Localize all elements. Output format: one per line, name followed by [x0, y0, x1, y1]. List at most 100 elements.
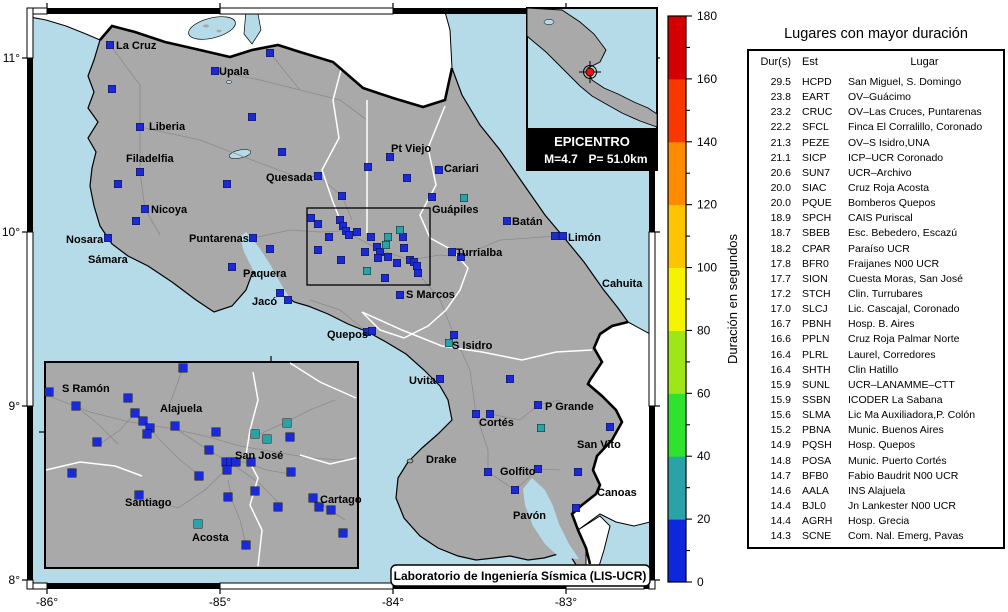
- table-row: 15.2 PBNA Munic. Buenos Aires: [755, 423, 1001, 438]
- small-lake: [226, 80, 232, 84]
- inset-lake: [543, 19, 555, 25]
- place-label: Drake: [426, 454, 457, 466]
- place-label: Quepos: [327, 329, 368, 341]
- y-tick-label: 9°: [9, 399, 21, 413]
- header-duration: Dur(s): [760, 56, 791, 68]
- y-tick-label: 8°: [9, 573, 21, 587]
- cell-place: UCR–Archivo: [848, 166, 912, 179]
- cell-station: SCNE: [802, 530, 832, 543]
- colorbar-tick-label: 160: [697, 72, 717, 86]
- cell-place: Hosp. B. Aires: [848, 318, 915, 331]
- table-header-row: Dur(s) Est Lugar: [755, 56, 1001, 68]
- cell-duration: 21.3: [770, 136, 791, 149]
- inset-place-label: S Ramón: [62, 383, 110, 395]
- colorbar-segment: [668, 267, 686, 331]
- station-marker-blue: [278, 148, 286, 156]
- inset-place-label: Cartago: [320, 494, 362, 506]
- station-marker-blue: [484, 468, 492, 476]
- cell-duration: 14.9: [770, 439, 791, 452]
- place-label: Liberia: [149, 121, 186, 133]
- table-row: 29.5 HCPD San Miguel, S. Domingo: [755, 75, 1001, 90]
- station-marker-blue: [326, 505, 336, 515]
- station-marker-blue: [71, 401, 81, 411]
- inset-place-label: Santiago: [125, 497, 172, 509]
- station-marker-blue: [285, 432, 295, 442]
- cell-duration: 23.8: [770, 91, 791, 104]
- inset-frame: [44, 361, 359, 569]
- colorbar-tick-label: 180: [697, 9, 717, 23]
- credit-text: Laboratorio de Ingeniería Sísmica (LIS-U…: [394, 569, 647, 583]
- y-tick-label: 11°: [3, 51, 20, 65]
- cell-station: AALA: [802, 484, 829, 497]
- y-axis: 11° 10° 9° 8°: [2, 51, 660, 587]
- station-marker-blue: [606, 423, 614, 431]
- lake-arenal: [228, 149, 252, 159]
- station-marker-blue: [572, 504, 580, 512]
- cell-place: Cuesta Moras, San José: [848, 272, 963, 285]
- table-rows: 29.5 HCPD San Miguel, S. Domingo 23.8 EART OV…: [755, 75, 1001, 544]
- station-marker-blue: [314, 172, 322, 180]
- table-row: 20.0 SIAC Cruz Roja Acosta: [755, 181, 1001, 196]
- colorbar-segment: [668, 519, 686, 583]
- station-marker-blue: [241, 540, 251, 550]
- epicenter-title: EPICENTRO: [554, 134, 630, 149]
- station-marker-blue: [104, 234, 112, 242]
- x-axis: -86° -85° -84° -83°: [36, 3, 577, 609]
- cell-place: Laurel, Corredores: [848, 348, 936, 361]
- place-label: Nicoya: [151, 204, 188, 216]
- table-row: 20.0 PQUE Bomberos Quepos: [755, 196, 1001, 211]
- station-marker-blue: [435, 166, 443, 174]
- place-label: Filadelfia: [126, 153, 175, 165]
- x-tick-label: -83°: [555, 595, 577, 609]
- table-row: 22.2 SFCL Finca El Corralillo, Coronado: [755, 120, 1001, 135]
- station-marker-teal: [384, 233, 392, 241]
- station-marker-blue: [136, 168, 144, 176]
- station-marker-blue: [248, 113, 256, 121]
- station-marker-blue: [138, 416, 148, 426]
- station-marker-blue: [170, 421, 180, 431]
- station-marker-teal: [396, 226, 404, 234]
- table-row: 14.8 POSA Munic. Puerto Cortés: [755, 454, 1001, 469]
- station-marker-blue: [393, 259, 401, 267]
- cell-duration: 18.2: [770, 242, 791, 255]
- station-marker-blue: [273, 502, 283, 512]
- cell-station: PLRL: [802, 348, 829, 361]
- station-marker-blue: [368, 327, 376, 335]
- epicenter-marker: [579, 61, 601, 83]
- costa-rica-landmass: [87, 25, 630, 569]
- cell-duration: 16.4: [770, 363, 791, 376]
- header-place: Lugar: [910, 56, 939, 68]
- station-marker-blue: [67, 468, 77, 478]
- table-row: 18.7 SBEB Esc. Bebedero, Escazú: [755, 226, 1001, 241]
- lake-island: [203, 24, 209, 28]
- station-marker-blue: [314, 502, 324, 512]
- cell-duration: 16.7: [770, 318, 791, 331]
- cell-station: SUNL: [802, 378, 831, 391]
- lake-island: [216, 29, 222, 33]
- cell-station: PEZE: [802, 136, 830, 149]
- cell-station: SPCH: [802, 212, 832, 225]
- station-marker-blue: [123, 393, 133, 403]
- cell-station: STCH: [802, 287, 831, 300]
- cell-place: OV–Las Cruces, Puntarenas: [848, 106, 982, 119]
- station-marker-teal: [250, 429, 260, 439]
- inset-place-label: Alajuela: [160, 403, 203, 415]
- colorbar-tick-label: 120: [697, 198, 717, 212]
- station-marker-blue: [448, 248, 456, 256]
- table-title: Lugares con mayor duración: [784, 26, 968, 42]
- place-label: Turrialba: [456, 247, 503, 259]
- cell-duration: 14.3: [770, 530, 791, 543]
- place-label: Guápiles: [432, 204, 478, 216]
- station-marker-teal: [363, 267, 371, 275]
- station-marker-teal: [460, 194, 468, 202]
- station-marker-blue: [400, 244, 408, 252]
- station-marker-blue: [551, 232, 559, 240]
- cell-place: Jn Lankester N00 UCR: [848, 499, 956, 512]
- station-marker-blue: [92, 437, 102, 447]
- cell-duration: 15.9: [770, 378, 791, 391]
- place-label: La Cruz: [116, 40, 157, 52]
- station-marker-blue: [266, 49, 274, 57]
- station-marker-teal: [382, 241, 390, 249]
